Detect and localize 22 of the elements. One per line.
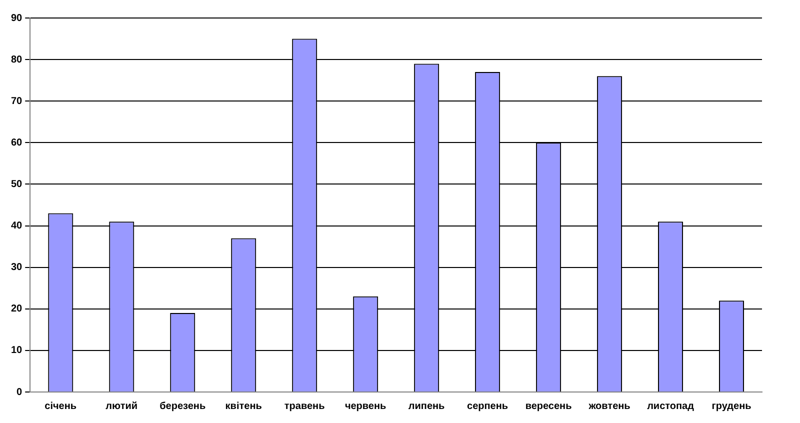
y-tick-label: 50 [11, 178, 23, 190]
x-tick-label: листопад [647, 400, 695, 412]
x-tick-label: серпень [467, 400, 508, 412]
x-tick-label: березень [160, 400, 206, 412]
x-tick-label: червень [344, 400, 386, 412]
y-tick-label: 70 [11, 96, 23, 107]
y-tick-label: 20 [11, 304, 23, 315]
x-tick-label: травень [284, 400, 325, 412]
y-tick-label: 40 [11, 220, 23, 232]
y-tick-label: 0 [16, 386, 23, 398]
x-tick-label: січень [44, 400, 77, 412]
y-tick-label: 60 [11, 137, 23, 148]
x-tick-label: липень [408, 400, 445, 412]
y-tick-label: 90 [11, 12, 23, 24]
x-tick-label: жовтень [588, 400, 630, 412]
y-tick-label: 10 [11, 345, 23, 356]
x-tick-label: квітень [225, 400, 262, 412]
y-tick-label: 80 [11, 54, 23, 66]
y-tick-label: 30 [11, 262, 23, 274]
x-tick-label: грудень [712, 400, 752, 412]
x-tick-label: лютий [106, 400, 138, 412]
x-tick-label: вересень [525, 400, 572, 412]
